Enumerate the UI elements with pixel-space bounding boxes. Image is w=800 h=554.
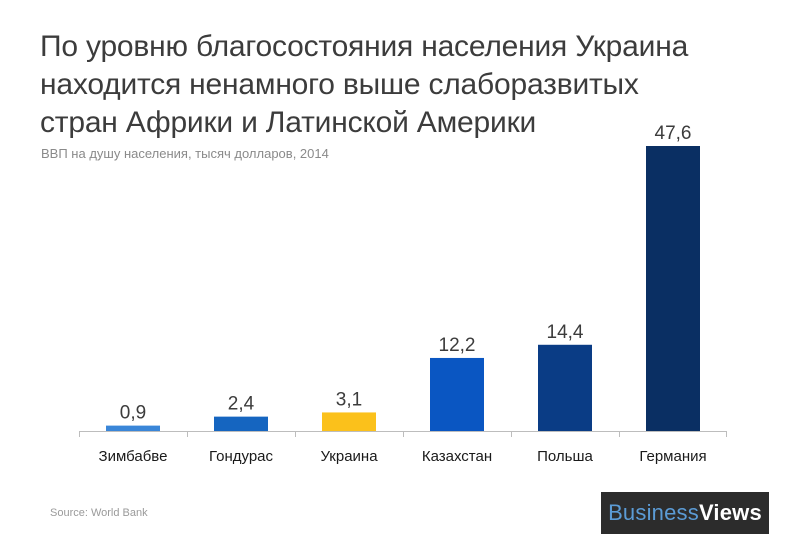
bar-4 bbox=[430, 357, 484, 431]
category-label-6: Германия bbox=[639, 448, 706, 465]
category-label-2: Гондурас bbox=[209, 448, 274, 465]
category-label-4: Казахстан bbox=[422, 448, 492, 465]
source-note: Source: World Bank bbox=[50, 507, 148, 519]
chart-title: По уровню благосостояния населения Украи… bbox=[40, 30, 689, 139]
data-label-2: 2,4 bbox=[228, 394, 255, 415]
bar-3 bbox=[322, 412, 376, 431]
data-label-1: 0,9 bbox=[120, 403, 146, 424]
brand-logo-part1: Business bbox=[608, 500, 699, 525]
category-label-3: Украина bbox=[320, 448, 378, 465]
data-label-5: 14,4 bbox=[547, 322, 584, 343]
data-label-4: 12,2 bbox=[439, 335, 476, 356]
bar-2 bbox=[214, 416, 268, 431]
category-label-5: Польша bbox=[537, 448, 593, 465]
bar-5 bbox=[538, 344, 592, 431]
data-label-3: 3,1 bbox=[336, 389, 362, 410]
brand-logo-part2: Views bbox=[698, 500, 762, 525]
brand-logo: BusinessViews bbox=[601, 492, 769, 534]
category-label-1: Зимбабве bbox=[99, 448, 168, 465]
bar-6 bbox=[646, 146, 700, 431]
chart-subtitle: ВВП на душу населения, тысяч долларов, 2… bbox=[41, 146, 329, 161]
data-label-6: 47,6 bbox=[655, 123, 692, 144]
bar-1 bbox=[106, 425, 160, 431]
